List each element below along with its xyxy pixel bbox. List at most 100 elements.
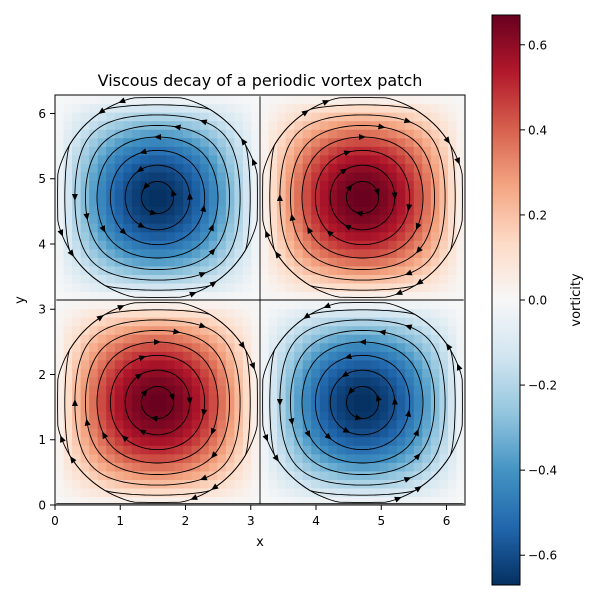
heatmap-cell <box>430 146 440 156</box>
heatmap-cell <box>422 393 432 404</box>
heatmap-cell <box>131 282 142 293</box>
heatmap-cell <box>388 146 398 156</box>
heatmap-cell <box>242 351 253 361</box>
heatmap-cell <box>447 479 458 489</box>
heatmap-cell <box>106 248 116 258</box>
heatmap-cell <box>251 470 261 480</box>
heatmap-cell <box>191 223 201 233</box>
heatmap-cell <box>260 257 270 267</box>
heatmap-cell <box>97 419 107 429</box>
heatmap-cell <box>336 265 347 275</box>
heatmap-cell <box>268 470 278 480</box>
heatmap-cell <box>260 180 270 190</box>
heatmap-cell <box>353 368 364 378</box>
heatmap-cell <box>148 402 159 412</box>
heatmap-cell <box>319 342 329 352</box>
heatmap-cell <box>345 154 355 164</box>
heatmap-cell <box>131 411 142 421</box>
heatmap-cell <box>447 171 458 182</box>
heatmap-cell <box>294 453 304 463</box>
heatmap-cell <box>285 274 295 284</box>
heatmap-cell <box>72 308 82 318</box>
heatmap-cell <box>371 154 381 164</box>
heatmap-cell <box>200 129 210 139</box>
heatmap-cell <box>345 129 355 139</box>
heatmap-cell <box>311 223 321 233</box>
heatmap-cell <box>396 385 406 395</box>
heatmap-cell <box>371 359 381 369</box>
heatmap-cell <box>208 171 218 182</box>
heatmap-cell <box>148 214 159 224</box>
heatmap-cell <box>89 291 99 301</box>
streamline-arrow <box>70 456 77 464</box>
heatmap-cell <box>439 351 449 361</box>
heatmap-cell <box>208 274 218 284</box>
streamline-arrow <box>134 373 143 380</box>
heatmap-cell <box>106 146 116 156</box>
heatmap-cell <box>183 453 193 463</box>
heatmap-cell <box>371 411 381 421</box>
heatmap-cell <box>405 223 415 233</box>
heatmap-cell <box>405 462 415 472</box>
heatmap-cell <box>174 470 184 480</box>
heatmap-cell <box>260 436 270 446</box>
heatmap-cell <box>157 129 167 139</box>
heatmap-cell <box>123 214 133 224</box>
heatmap-cell <box>396 445 406 455</box>
heatmap-cell <box>388 351 398 361</box>
streamline-arrow <box>343 150 352 157</box>
heatmap-cell <box>371 436 381 446</box>
heatmap-cell <box>217 436 227 446</box>
heatmap-cell <box>277 496 287 505</box>
heatmap-cell <box>140 462 150 472</box>
heatmap-cell <box>208 257 218 267</box>
heatmap-cell <box>260 137 270 147</box>
heatmap-cell <box>89 214 99 224</box>
colorbar-tick-label: 0.6 <box>528 38 547 52</box>
heatmap-cell <box>191 368 201 378</box>
heatmap-cell <box>72 300 82 310</box>
heatmap-cell <box>447 206 458 216</box>
heatmap-cell <box>430 300 440 310</box>
heatmap-cell <box>63 453 73 463</box>
heatmap-cell <box>183 436 193 446</box>
heatmap-cell <box>251 171 261 182</box>
heatmap-cell <box>140 317 150 327</box>
heatmap-cell <box>123 445 133 455</box>
streamline-arrow <box>276 398 283 406</box>
heatmap-cell <box>174 376 184 387</box>
heatmap-cell <box>200 436 210 446</box>
heatmap-cell <box>208 317 218 327</box>
y-tick-label: 5 <box>38 172 46 186</box>
heatmap-cell <box>166 462 176 472</box>
heatmap-cell <box>336 436 347 446</box>
heatmap-cell <box>362 359 372 369</box>
heatmap-cell <box>217 487 227 498</box>
heatmap-cell <box>72 436 82 446</box>
heatmap-cell <box>405 248 415 258</box>
heatmap-cell <box>72 231 82 241</box>
heatmap-cell <box>131 351 142 361</box>
heatmap-cell <box>131 240 142 250</box>
y-axis-label: y <box>13 296 28 304</box>
heatmap-cell <box>430 411 440 421</box>
heatmap-cell <box>413 163 423 173</box>
heatmap-cell <box>277 180 287 190</box>
heatmap-cell <box>396 248 406 258</box>
heatmap-cell <box>430 240 440 250</box>
heatmap-cell <box>140 479 150 489</box>
heatmap-cell <box>345 188 355 199</box>
heatmap-cell <box>106 282 116 293</box>
streamline-arrow <box>339 168 348 175</box>
heatmap-cell <box>447 257 458 267</box>
heatmap-cell <box>447 308 458 318</box>
heatmap-cell <box>294 282 304 293</box>
heatmap-cell <box>430 206 440 216</box>
heatmap-cell <box>191 402 201 412</box>
heatmap-cell <box>388 265 398 275</box>
heatmap-cell <box>140 248 150 258</box>
heatmap-cell <box>140 325 150 335</box>
heatmap-cell <box>311 325 321 335</box>
streamline-arrow <box>373 188 380 196</box>
streamline <box>346 181 379 214</box>
